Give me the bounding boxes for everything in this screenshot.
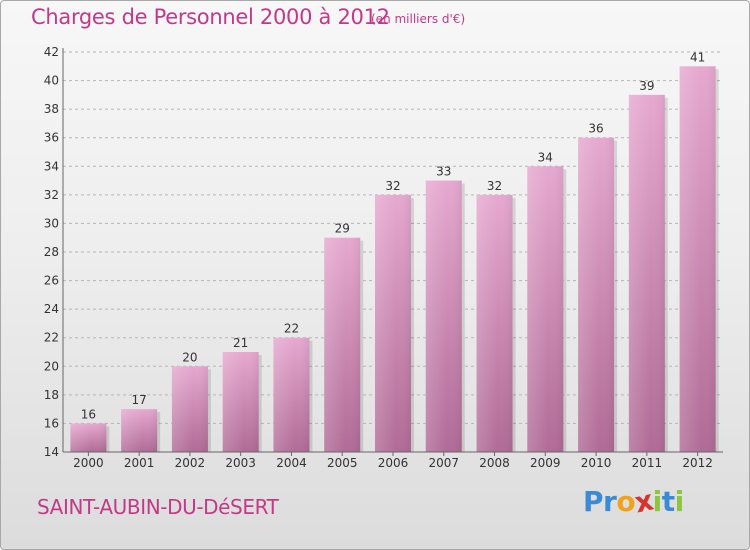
y-tick-label: 26 bbox=[44, 274, 59, 288]
x-tick-label: 2005 bbox=[327, 456, 358, 470]
x-tick-label: 2000 bbox=[73, 456, 104, 470]
bar-value-label: 33 bbox=[436, 165, 451, 179]
y-tick-label: 40 bbox=[44, 74, 59, 88]
x-tick-label: 2004 bbox=[276, 456, 307, 470]
bar-highlight bbox=[476, 194, 513, 452]
bar-highlight bbox=[70, 423, 107, 452]
bar-value-label: 16 bbox=[81, 407, 96, 421]
bar-value-label: 36 bbox=[588, 122, 603, 136]
bar-highlight bbox=[679, 66, 716, 453]
y-tick-label: 30 bbox=[44, 216, 59, 230]
x-tick-label: 2008 bbox=[479, 456, 510, 470]
bar-highlight bbox=[628, 94, 665, 452]
commune-name: SAINT-AUBIN-DU-DéSERT bbox=[37, 495, 279, 519]
y-tick-label: 34 bbox=[44, 159, 59, 173]
x-tick-label: 2001 bbox=[124, 456, 155, 470]
bar-highlight bbox=[324, 237, 361, 452]
bar-highlight bbox=[171, 366, 208, 452]
y-tick-label: 16 bbox=[44, 416, 59, 430]
y-tick-label: 38 bbox=[44, 102, 59, 116]
y-tick-label: 36 bbox=[44, 131, 59, 145]
x-tick-label: 2006 bbox=[378, 456, 409, 470]
bar-highlight bbox=[578, 137, 615, 452]
chart-unit-label: (en milliers d'€) bbox=[371, 12, 466, 26]
logo-letter: r bbox=[603, 485, 617, 518]
bar-value-label: 17 bbox=[132, 393, 147, 407]
x-tick-label: 2002 bbox=[175, 456, 206, 470]
x-tick-label: 2010 bbox=[581, 456, 612, 470]
bar-value-label: 21 bbox=[233, 336, 248, 350]
proxiti-logo[interactable]: Proxiti bbox=[583, 484, 685, 520]
y-tick-label: 20 bbox=[44, 359, 59, 373]
bar-highlight bbox=[425, 180, 462, 453]
x-tick-label: 2007 bbox=[428, 456, 459, 470]
logo-letter: o bbox=[616, 485, 636, 518]
y-tick-label: 22 bbox=[44, 331, 59, 345]
bar-highlight bbox=[273, 337, 310, 452]
bar-highlight bbox=[527, 166, 564, 453]
bar-value-label: 29 bbox=[335, 222, 350, 236]
bar-value-label: 39 bbox=[639, 79, 654, 93]
x-tick-label: 2011 bbox=[632, 456, 663, 470]
y-tick-label: 42 bbox=[44, 45, 59, 59]
y-tick-label: 14 bbox=[44, 445, 59, 459]
bar-value-label: 41 bbox=[690, 50, 705, 64]
y-tick-label: 28 bbox=[44, 245, 59, 259]
bar-highlight bbox=[375, 194, 411, 452]
y-tick-label: 24 bbox=[44, 302, 59, 316]
bar-value-label: 32 bbox=[487, 179, 502, 193]
logo-letter: i bbox=[674, 485, 685, 518]
bar-highlight bbox=[222, 352, 259, 452]
bar-value-label: 34 bbox=[538, 150, 553, 164]
logo-letter: t bbox=[661, 485, 675, 518]
x-tick-label: 2009 bbox=[530, 456, 561, 470]
logo-letter: P bbox=[583, 485, 604, 518]
y-tick-label: 32 bbox=[44, 188, 59, 202]
x-tick-label: 2012 bbox=[682, 456, 713, 470]
bar-value-label: 32 bbox=[385, 179, 400, 193]
x-tick-label: 2003 bbox=[225, 456, 256, 470]
bar-highlight bbox=[121, 409, 158, 452]
logo-letter: i bbox=[652, 485, 663, 518]
chart-title: Charges de Personnel 2000 à 2012 bbox=[31, 5, 390, 29]
bar-value-label: 20 bbox=[182, 350, 197, 364]
y-tick-label: 18 bbox=[44, 388, 59, 402]
bar-value-label: 22 bbox=[284, 322, 299, 336]
